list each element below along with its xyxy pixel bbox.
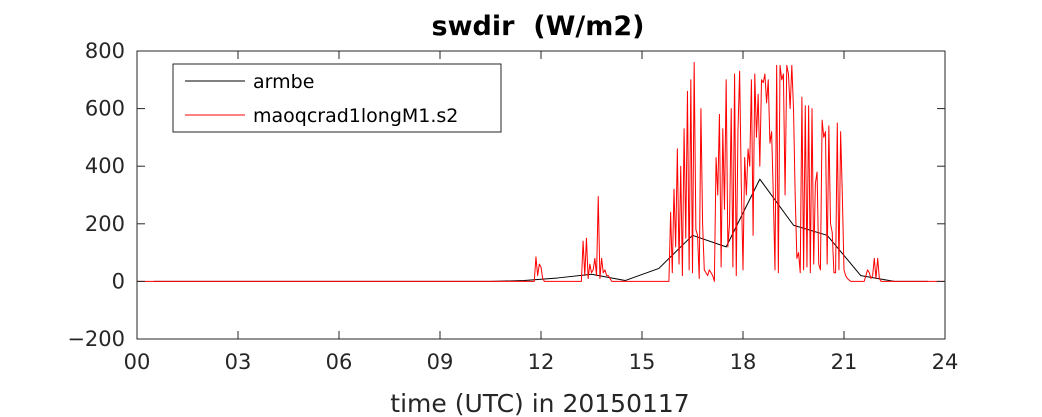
- chart-title: swdir (W/m2): [432, 11, 645, 42]
- x-tick-label: 12: [528, 350, 555, 374]
- y-tick-label: 200: [85, 212, 125, 236]
- y-tick-label: 400: [85, 154, 125, 178]
- x-tick-label: 09: [427, 350, 454, 374]
- y-tick-label: −200: [67, 327, 125, 351]
- x-tick-label: 00: [124, 350, 151, 374]
- legend-box: [172, 63, 502, 133]
- x-tick-label: 15: [629, 350, 656, 374]
- axis-ticks: 00 03 06 09 12 15 18 21 24 −200 0 200 400 600 800: [67, 39, 958, 374]
- x-tick-label: 24: [932, 350, 959, 374]
- legend: armbe maoqcrad1longM1.s2: [172, 63, 502, 133]
- x-tick-label: 03: [225, 350, 252, 374]
- legend-label-armbe: armbe: [253, 71, 314, 93]
- x-axis-title: time (UTC) in 20150117: [390, 389, 689, 417]
- y-tick-label: 600: [85, 97, 125, 121]
- y-tick-label: 800: [85, 39, 125, 63]
- series-line-maoqcrad1longm1-s2: [137, 62, 945, 282]
- x-tick-label: 06: [326, 350, 353, 374]
- legend-label-maoqcrad1longm1-s2: maoqcrad1longM1.s2: [253, 105, 458, 127]
- x-tick-label: 18: [730, 350, 757, 374]
- x-tick-label: 21: [831, 350, 858, 374]
- y-tick-label: 0: [112, 269, 125, 293]
